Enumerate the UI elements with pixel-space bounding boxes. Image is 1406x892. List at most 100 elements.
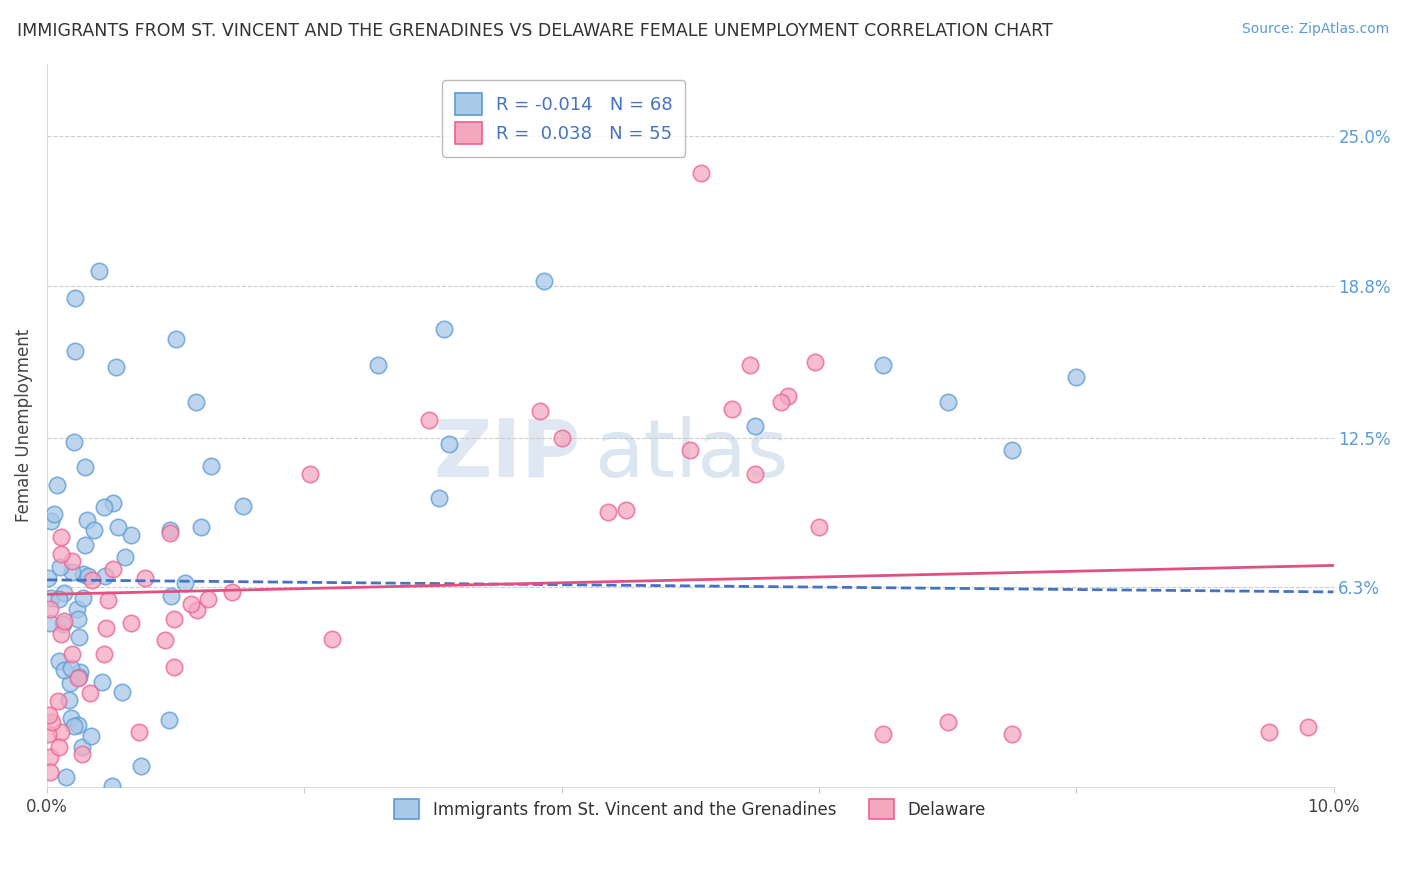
Point	[367, 359, 389, 373]
Point	[807, 520, 830, 534]
Point	[60, 566, 83, 580]
Point	[101, 779, 124, 793]
Point	[596, 505, 619, 519]
Point	[59, 676, 82, 690]
Point	[49, 725, 72, 739]
Point	[1258, 724, 1281, 739]
Point	[70, 747, 93, 761]
Point	[63, 435, 86, 450]
Point	[111, 685, 134, 699]
Point	[936, 715, 959, 730]
Point	[738, 359, 761, 373]
Point	[65, 291, 87, 305]
Point	[59, 711, 82, 725]
Point	[157, 713, 180, 727]
Point	[66, 718, 89, 732]
Point	[46, 694, 69, 708]
Point	[120, 616, 142, 631]
Point	[39, 615, 62, 630]
Point	[58, 693, 80, 707]
Point	[73, 460, 96, 475]
Point	[53, 586, 76, 600]
Point	[163, 612, 186, 626]
Point	[94, 621, 117, 635]
Point	[55, 770, 77, 784]
Point	[778, 389, 800, 403]
Point	[427, 491, 450, 505]
Text: atlas: atlas	[593, 416, 789, 493]
Point	[66, 612, 89, 626]
Point	[744, 467, 766, 481]
Point	[76, 569, 98, 583]
Point	[936, 394, 959, 409]
Point	[38, 750, 60, 764]
Point	[804, 355, 827, 369]
Point	[321, 632, 343, 646]
Point	[180, 598, 202, 612]
Point	[49, 560, 72, 574]
Point	[38, 707, 60, 722]
Point	[46, 477, 69, 491]
Point	[1001, 727, 1024, 741]
Y-axis label: Female Unemployment: Female Unemployment	[15, 329, 32, 522]
Point	[59, 661, 82, 675]
Point	[533, 274, 555, 288]
Point	[101, 562, 124, 576]
Point	[48, 654, 70, 668]
Text: IMMIGRANTS FROM ST. VINCENT AND THE GRENADINES VS DELAWARE FEMALE UNEMPLOYMENT C: IMMIGRANTS FROM ST. VINCENT AND THE GREN…	[17, 22, 1053, 40]
Point	[439, 437, 461, 451]
Point	[49, 547, 72, 561]
Point	[63, 344, 86, 359]
Point	[39, 764, 62, 779]
Point	[105, 360, 128, 375]
Point	[69, 665, 91, 679]
Point	[80, 573, 103, 587]
Point	[298, 467, 321, 481]
Point	[159, 589, 181, 603]
Point	[76, 513, 98, 527]
Point	[872, 359, 894, 373]
Point	[62, 648, 84, 662]
Point	[39, 514, 62, 528]
Point	[550, 431, 572, 445]
Legend: Immigrants from St. Vincent and the Grenadines, Delaware: Immigrants from St. Vincent and the Gren…	[388, 792, 993, 826]
Text: Source: ZipAtlas.com: Source: ZipAtlas.com	[1241, 22, 1389, 37]
Point	[93, 647, 115, 661]
Point	[73, 538, 96, 552]
Point	[128, 724, 150, 739]
Point	[93, 500, 115, 514]
Point	[197, 592, 219, 607]
Point	[221, 585, 243, 599]
Point	[91, 674, 114, 689]
Point	[48, 592, 70, 607]
Point	[120, 528, 142, 542]
Point	[770, 395, 793, 409]
Point	[744, 418, 766, 433]
Point	[114, 549, 136, 564]
Point	[72, 591, 94, 605]
Point	[97, 592, 120, 607]
Point	[101, 496, 124, 510]
Point	[67, 670, 90, 684]
Point	[79, 729, 101, 743]
Point	[37, 571, 59, 585]
Point	[232, 499, 254, 513]
Point	[165, 332, 187, 346]
Point	[159, 525, 181, 540]
Point	[48, 740, 70, 755]
Point	[52, 614, 75, 628]
Point	[60, 554, 83, 568]
Point	[63, 719, 86, 733]
Point	[37, 727, 59, 741]
Point	[87, 264, 110, 278]
Point	[52, 663, 75, 677]
Point	[107, 520, 129, 534]
Point	[679, 442, 702, 457]
Point	[184, 394, 207, 409]
Point	[614, 503, 637, 517]
Point	[44, 507, 66, 521]
Point	[690, 165, 713, 179]
Point	[1296, 720, 1319, 734]
Point	[529, 404, 551, 418]
Point	[200, 458, 222, 473]
